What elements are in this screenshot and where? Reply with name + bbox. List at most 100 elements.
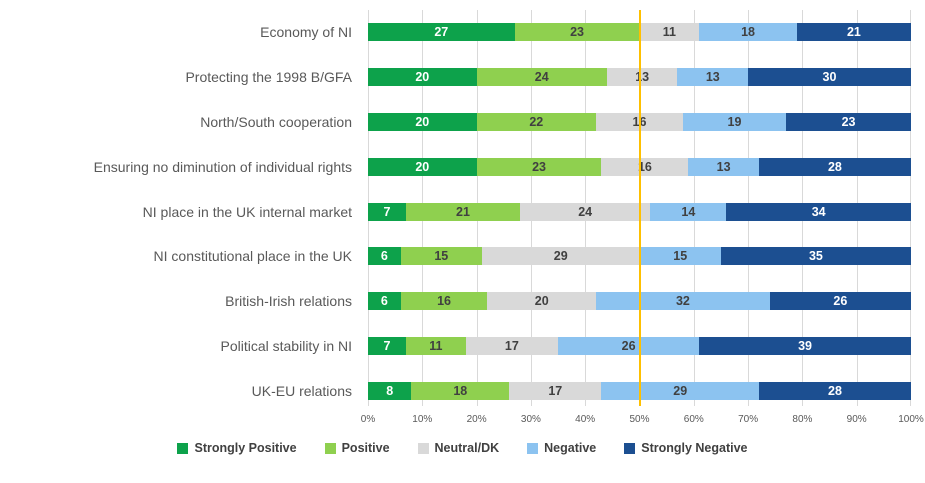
segment-neutral-dk: 17 — [509, 381, 602, 400]
segment-positive: 23 — [476, 157, 602, 176]
x-axis-tick-label: 40% — [575, 414, 596, 425]
segment-strongly-positive: 20 — [368, 112, 477, 131]
segment-strongly-positive: 20 — [368, 157, 477, 176]
legend-label: Strongly Positive — [194, 441, 297, 455]
segment-strongly-negative: 28 — [758, 381, 911, 400]
category-label: Economy of NI — [260, 24, 352, 41]
bar-track: 20 24 13 13 30 — [368, 68, 911, 87]
category-label: North/South cooperation — [200, 113, 352, 130]
category-label: Political stability in NI — [220, 337, 353, 354]
segment-neutral-dk: 11 — [639, 23, 700, 42]
legend-swatch-negative — [527, 442, 539, 454]
bar-row: Protecting the 1998 B/GFA 20 24 13 13 30 — [0, 55, 911, 100]
bar-rows: Economy of NI 27 23 11 18 21 Protecting … — [0, 10, 911, 413]
segment-neutral-dk: 13 — [606, 68, 678, 87]
legend-item-neutral-dk: Neutral/DK — [417, 441, 500, 455]
segment-negative: 26 — [558, 336, 700, 355]
segment-neutral-dk: 16 — [601, 157, 689, 176]
x-axis-tick-label: 10% — [412, 414, 433, 425]
segment-strongly-negative: 26 — [769, 292, 911, 311]
segment-positive: 24 — [476, 68, 607, 87]
segment-strongly-negative: 21 — [796, 23, 911, 42]
segment-negative: 14 — [650, 202, 727, 221]
segment-negative: 19 — [682, 112, 787, 131]
segment-strongly-negative: 39 — [699, 336, 911, 355]
segment-strongly-negative: 23 — [786, 112, 911, 131]
segment-strongly-positive: 20 — [368, 68, 477, 87]
legend: Strongly Positive Positive Neutral/DK Ne… — [0, 441, 925, 455]
segment-neutral-dk: 20 — [487, 292, 597, 311]
bar-track: 6 15 29 15 35 — [368, 247, 911, 266]
segment-strongly-negative: 35 — [720, 247, 911, 266]
category-label: British-Irish relations — [225, 293, 352, 310]
x-axis-tick-label: 50% — [629, 414, 650, 425]
bar-row: North/South cooperation 20 22 16 19 23 — [0, 100, 911, 145]
segment-strongly-negative: 30 — [748, 68, 911, 87]
segment-negative: 13 — [688, 157, 759, 176]
segment-strongly-negative: 28 — [758, 157, 911, 176]
segment-strongly-negative: 34 — [726, 202, 911, 221]
segment-strongly-positive: 7 — [368, 202, 406, 221]
segment-negative: 32 — [596, 292, 770, 311]
x-axis-tick-label: 70% — [738, 414, 759, 425]
segment-negative: 15 — [639, 247, 721, 266]
legend-item-strongly-negative: Strongly Negative — [624, 441, 748, 455]
bar-row: UK-EU relations 8 18 17 29 28 — [0, 368, 911, 413]
bar-track: 27 23 11 18 21 — [368, 23, 911, 42]
bar-row: NI place in the UK internal market 7 21 … — [0, 189, 911, 234]
bar-row: Economy of NI 27 23 11 18 21 — [0, 10, 911, 55]
segment-positive: 11 — [406, 336, 466, 355]
segment-positive: 15 — [400, 247, 483, 266]
category-label: NI constitutional place in the UK — [153, 248, 352, 265]
segment-strongly-positive: 27 — [368, 23, 515, 42]
legend-label: Strongly Negative — [641, 441, 748, 455]
x-axis: 0% 10% 20% 30% 40% 50% 60% 70% 80% 90% 1… — [361, 414, 924, 428]
segment-neutral-dk: 16 — [596, 112, 683, 131]
bar-track: 6 16 20 32 26 — [368, 292, 911, 311]
segment-positive: 16 — [400, 292, 488, 311]
x-axis-tick-label: 20% — [466, 414, 487, 425]
legend-label: Negative — [544, 441, 597, 455]
category-label: Protecting the 1998 B/GFA — [185, 69, 352, 86]
legend-label: Positive — [341, 441, 390, 455]
x-axis-tick-label: 30% — [520, 414, 541, 425]
segment-strongly-positive: 8 — [368, 381, 412, 400]
segment-strongly-positive: 7 — [368, 336, 406, 355]
category-label: NI place in the UK internal market — [142, 203, 352, 220]
segment-positive: 21 — [406, 202, 521, 221]
legend-swatch-strongly-positive — [177, 442, 189, 454]
bar-row: Political stability in NI 7 11 17 26 39 — [0, 324, 911, 369]
bar-track: 7 21 24 14 34 — [368, 202, 911, 221]
segment-neutral-dk: 24 — [520, 202, 651, 221]
segment-neutral-dk: 17 — [465, 336, 559, 355]
bar-row: Ensuring no diminution of individual rig… — [0, 144, 911, 189]
legend-item-strongly-positive: Strongly Positive — [177, 441, 297, 455]
legend-swatch-strongly-negative — [624, 442, 636, 454]
legend-swatch-neutral-dk — [417, 442, 429, 454]
bar-track: 7 11 17 26 39 — [368, 336, 911, 355]
legend-item-negative: Negative — [527, 441, 596, 455]
x-axis-tick-label: 90% — [846, 414, 867, 425]
bar-track: 20 22 16 19 23 — [368, 112, 911, 131]
legend-item-positive: Positive — [324, 441, 390, 455]
segment-strongly-positive: 6 — [368, 292, 401, 311]
segment-neutral-dk: 29 — [482, 247, 640, 266]
x-axis-tick-label: 80% — [792, 414, 813, 425]
segment-negative: 18 — [699, 23, 797, 42]
x-axis-tick-label: 100% — [898, 414, 924, 425]
segment-positive: 23 — [514, 23, 640, 42]
bar-track: 8 18 17 29 28 — [368, 381, 911, 400]
bar-row: British-Irish relations 6 16 20 32 26 — [0, 279, 911, 324]
legend-swatch-positive — [324, 442, 336, 454]
x-axis-tick-label: 60% — [683, 414, 704, 425]
bar-track: 20 23 16 13 28 — [368, 157, 911, 176]
segment-negative: 13 — [677, 68, 749, 87]
legend-label: Neutral/DK — [434, 441, 500, 455]
x-axis-tick-label: 0% — [360, 414, 376, 425]
bar-row: NI constitutional place in the UK 6 15 2… — [0, 234, 911, 279]
segment-positive: 22 — [476, 112, 597, 131]
segment-negative: 29 — [601, 381, 759, 400]
segment-strongly-positive: 6 — [368, 247, 401, 266]
category-label: Ensuring no diminution of individual rig… — [93, 158, 352, 175]
